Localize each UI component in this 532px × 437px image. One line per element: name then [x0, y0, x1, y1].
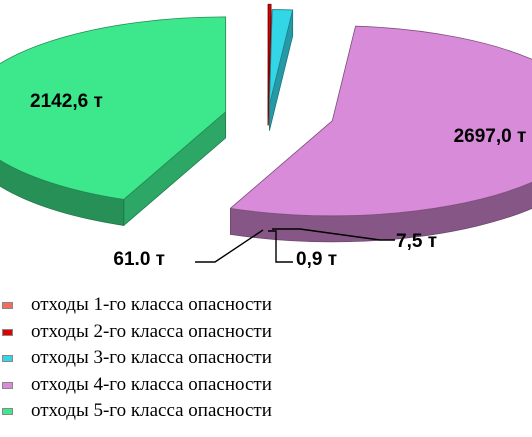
- legend-label-class-1: отходы 1-го класса опасности: [31, 294, 272, 315]
- legend-swatch-class-1: [2, 302, 13, 309]
- pie-slices: [0, 3, 532, 243]
- data-label-class-2: 7,5 т: [396, 231, 437, 252]
- leader-lines: [195, 228, 395, 263]
- legend-swatch-class-4: [2, 381, 13, 389]
- legend-swatch-class-5: [2, 408, 13, 415]
- data-labels: 2697,0 т 2142,6 т 61.0 т 0,9 т 7,5 т: [30, 91, 526, 270]
- data-label-class-4: 2697,0 т: [454, 126, 527, 147]
- legend-item-class-2: отходы 2-го класса опасности: [0, 321, 532, 348]
- leader-line-class-2: [272, 228, 395, 241]
- legend-item-class-5: отходы 5-го класса опасности: [0, 400, 532, 427]
- pie-slice-class-4: [229, 25, 532, 243]
- legend-item-class-3: отходы 3-го класса опасности: [0, 347, 532, 374]
- legend-swatch-class-2: [2, 328, 13, 336]
- leader-line-class-1: [268, 230, 293, 263]
- pie-chart-3d: 2697,0 т 2142,6 т 61.0 т 0,9 т 7,5 т: [0, 3, 532, 270]
- pie-slice-class-2: [267, 3, 272, 126]
- data-label-class-1: 0,9 т: [296, 249, 337, 270]
- legend-swatch-class-3: [2, 355, 13, 362]
- legend-label-class-5: отходы 5-го класса опасности: [31, 400, 272, 421]
- legend-label-class-4: отходы 4-го класса опасности: [31, 373, 272, 395]
- pie-slice-class-5: [0, 16, 227, 227]
- leader-line-class-3: [195, 229, 264, 263]
- data-label-class-5: 2142,6 т: [30, 91, 103, 112]
- legend: отходы 1-го класса опасности отходы 2-го…: [0, 294, 532, 427]
- legend-item-class-1: отходы 1-го класса опасности: [0, 294, 532, 321]
- pie-slice-class-3: [269, 9, 294, 131]
- legend-label-class-3: отходы 3-го класса опасности: [31, 347, 272, 368]
- legend-item-class-4: отходы 4-го класса опасности: [0, 374, 532, 401]
- data-label-class-3: 61.0 т: [113, 249, 165, 270]
- legend-label-class-2: отходы 2-го класса опасности: [31, 320, 272, 342]
